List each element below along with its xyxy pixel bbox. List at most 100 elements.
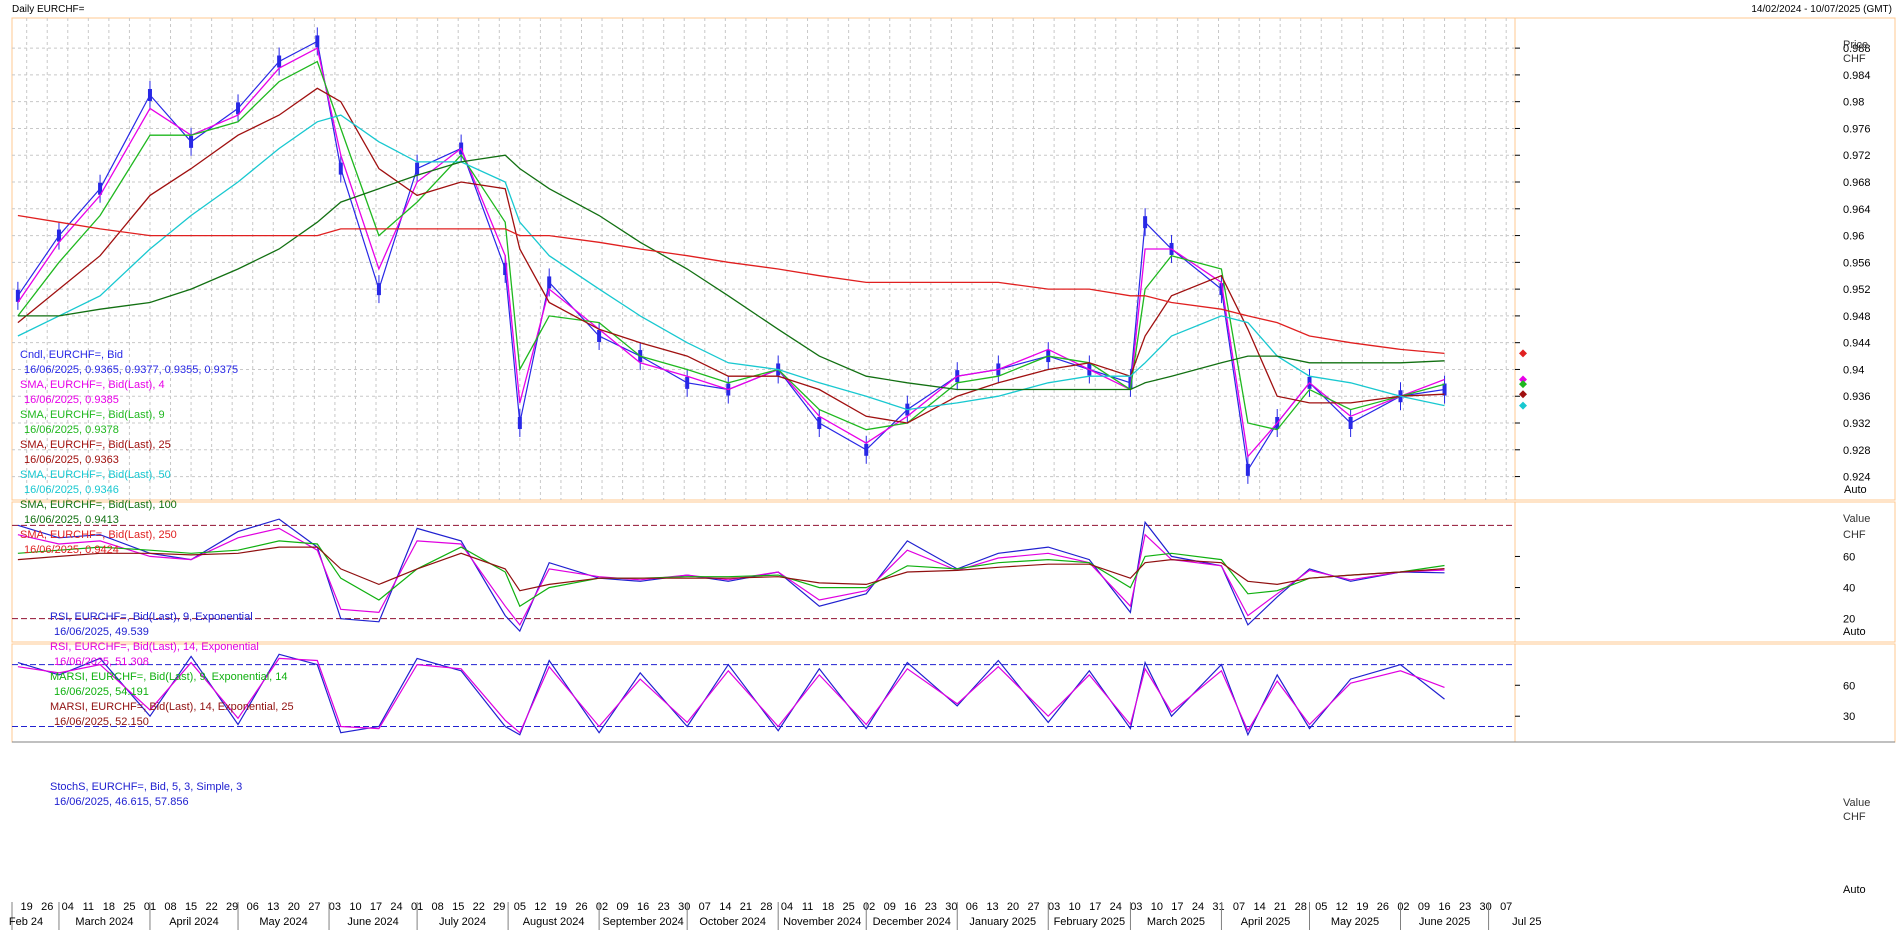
x-tick-label: 21 [740,901,752,913]
x-tick-label: 28 [1295,901,1307,913]
rsi-legend-value: 16/06/2025, 52.150 [54,716,149,728]
last-value-marker [1519,380,1527,389]
rsi-tick-label: 40 [1843,583,1855,595]
candle-body [15,289,20,302]
x-tick-label: 29 [493,901,505,913]
x-tick-label: 15 [452,901,464,913]
x-tick-label: 10 [349,901,361,913]
price-legend-value: 16/06/2025, 0.9363 [24,454,119,466]
price-tick-label: 0.98 [1843,97,1864,109]
rsi-auto-label: Auto [1843,626,1866,638]
price-legend-name: Cndl, EURCHF=, Bid [20,349,123,361]
stoch-k-line [17,653,1445,737]
x-tick-label: 19 [21,901,33,913]
rsi-legend-name: RSI, EURCHF=, Bid(Last), 14, Exponential [50,641,259,653]
month-label: Feb 24 [9,916,43,928]
x-tick-label: 08 [432,901,444,913]
sma50-line [17,114,1445,411]
x-tick-label: 05 [1315,901,1327,913]
rsi-axis-frame [1514,501,1896,643]
stoch-axis-frame [1514,643,1896,743]
rsi-legend-value: 16/06/2025, 51.308 [54,656,149,668]
x-tick-label: 27 [308,901,320,913]
x-tick-label: 30 [1480,901,1492,913]
price-tick-label: 0.932 [1843,418,1871,430]
price-tick-label: 0.928 [1843,445,1871,457]
x-tick-label: 24 [1110,901,1122,913]
x-tick-label: 19 [555,901,567,913]
price-legend-name: SMA, EURCHF=, Bid(Last), 250 [20,529,177,541]
sma4-line [17,47,1445,458]
x-tick-label: 26 [41,901,53,913]
stoch-panel-frame [11,643,1516,743]
stoch-legend-value: 16/06/2025, 46.615, 57.856 [54,796,189,808]
price-tick-label: 0.944 [1843,338,1871,350]
marsi9-line [17,540,1445,608]
sma250-line [17,214,1445,355]
x-tick-label: 11 [802,901,813,913]
x-tick-label: 17 [1089,901,1101,913]
price-tick-label: 0.936 [1843,391,1871,403]
x-tick-label: 18 [103,901,115,913]
marsi14-line [17,546,1445,592]
x-tick-label: 02 [1397,901,1409,913]
stoch-tick-label: 30 [1843,711,1855,723]
x-tick-label: 24 [390,901,402,913]
x-tick-label: 12 [534,901,546,913]
stoch-auto-label: Auto [1843,884,1866,896]
rsi-tick-label: 20 [1843,614,1855,626]
stoch-d-line [17,657,1445,734]
x-tick-label: 24 [1192,901,1204,913]
x-tick-label: 03 [1048,901,1060,913]
price-legend-value: 16/06/2025, 0.9413 [24,514,119,526]
month-label: May 2024 [259,916,307,928]
x-tick-label: 22 [473,901,485,913]
x-tick-label: 03 [329,901,341,913]
x-tick-label: 26 [1377,901,1389,913]
month-label: January 2025 [969,916,1036,928]
price-tick-label: 0.948 [1843,311,1871,323]
x-tick-label: 09 [1418,901,1430,913]
x-tick-label: 07 [699,901,711,913]
x-tick-label: 06 [247,901,259,913]
x-tick-label: 10 [1069,901,1081,913]
x-tick-label: 27 [1027,901,1039,913]
rsi14-line [17,527,1445,627]
price-legend-name: SMA, EURCHF=, Bid(Last), 50 [20,469,171,481]
x-tick-label: 07 [1233,901,1245,913]
price-tick-label: 0.976 [1843,123,1871,135]
rsi-axis-label: Value [1843,513,1870,525]
x-tick-label: 17 [370,901,382,913]
x-tick-label: 31 [1212,901,1224,913]
price-tick-label: 0.964 [1843,204,1871,216]
x-tick-label: 07 [1500,901,1512,913]
last-value-marker [1519,390,1527,399]
rsi-legend-name: RSI, EURCHF=, Bid(Last), 9, Exponential [50,611,253,623]
x-tick-label: 20 [288,901,300,913]
x-tick-label: 26 [575,901,587,913]
month-label: April 2025 [1241,916,1291,928]
x-tick-label: 05 [514,901,526,913]
month-label: March 2025 [1147,916,1205,928]
x-tick-label: 08 [164,901,176,913]
price-axis-label: Price [1843,39,1868,51]
price-axis-frame [1514,17,1896,501]
rsi-tick-label: 60 [1843,551,1855,563]
month-label: June 2024 [347,916,398,928]
rsi-series [12,518,1515,633]
date-range: 14/02/2024 - 10/07/2025 (GMT) [1751,4,1892,15]
chart-title: Daily EURCHF= [12,4,85,15]
price-auto-label: Auto [1844,484,1867,496]
x-tick-label: 02 [596,901,608,913]
month-label: March 2024 [75,916,133,928]
x-tick-label: 03 [1130,901,1142,913]
month-label: November 2024 [783,916,861,928]
sma100-line [17,154,1445,391]
x-tick-label: 09 [616,901,628,913]
x-tick-label: 02 [863,901,875,913]
x-tick-label: 23 [925,901,937,913]
x-tick-label: 16 [904,901,916,913]
price-legend-value: 16/06/2025, 0.9424 [24,544,119,556]
x-tick-label: 19 [1356,901,1368,913]
